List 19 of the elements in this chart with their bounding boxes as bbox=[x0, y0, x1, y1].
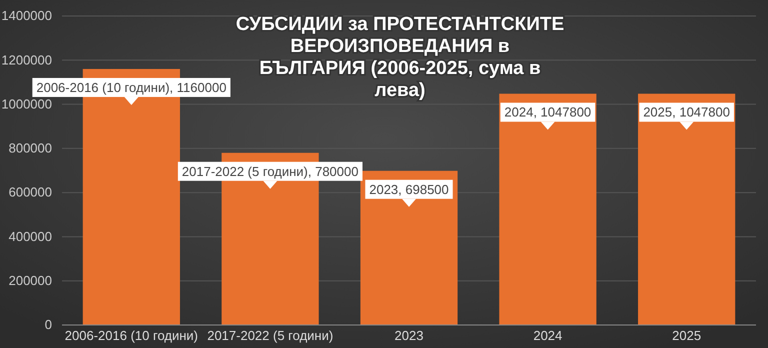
x-tick-label: 2024 bbox=[533, 328, 562, 344]
x-tick-label: 2017-2022 (5 години) bbox=[207, 328, 334, 344]
y-tick-label: 1000000 bbox=[1, 96, 52, 112]
data-label: 2006-2016 (10 години), 1160000 bbox=[36, 80, 226, 95]
data-label: 2025, 1047800 bbox=[643, 104, 730, 120]
y-tick-label: 800000 bbox=[8, 140, 52, 156]
x-tick-label: 2023 bbox=[394, 328, 424, 344]
y-tick-label: 200000 bbox=[8, 273, 52, 288]
y-tick-label: 1400000 bbox=[1, 8, 52, 24]
data-label: 2023, 698500 bbox=[369, 182, 449, 197]
data-label: 2017-2022 (5 години), 780000 bbox=[182, 164, 358, 179]
y-tick-label: 600000 bbox=[8, 184, 52, 200]
data-label: 2024, 1047800 bbox=[504, 104, 592, 120]
y-tick-label: 400000 bbox=[8, 228, 52, 244]
y-tick-label: 0 bbox=[44, 317, 52, 332]
y-tick-label: 1200000 bbox=[1, 52, 52, 68]
x-tick-label: 2025 bbox=[672, 328, 702, 344]
text: СУБСИДИИ за ПРОТЕСТАНТСКИТЕ ВЕРОИЗПОВЕДАНИЯ в БЪЛГАРИЯ (2006-2025, сума в лева) bbox=[236, 14, 564, 101]
x-tick-label: 2006-2016 (10 години) bbox=[64, 328, 198, 344]
